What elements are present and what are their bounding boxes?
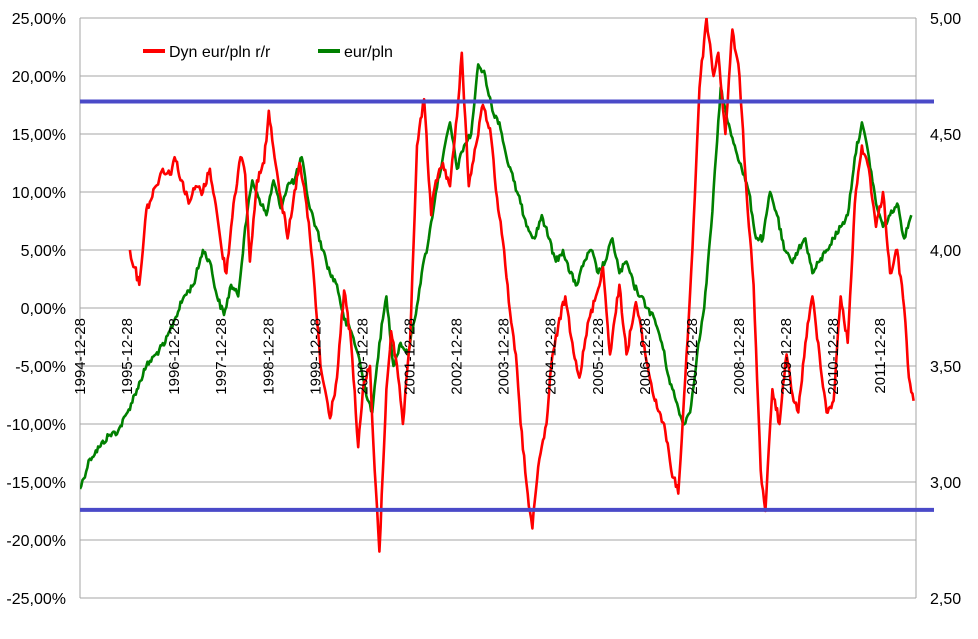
x-tick-label: 2003-12-28 <box>496 318 513 395</box>
right-tick-label: 3,50 <box>930 359 961 376</box>
left-tick-label: -5,00% <box>15 359 66 376</box>
right-tick-label: 2,50 <box>930 591 961 608</box>
axis-lines <box>79 18 917 598</box>
x-tick-label: 1996-12-28 <box>166 318 183 395</box>
x-tick-label: 2005-12-28 <box>590 318 607 395</box>
x-tick-label: 2002-12-28 <box>449 318 466 395</box>
x-tick-label: 2004-12-28 <box>543 318 560 395</box>
left-tick-label: 20,00% <box>12 69 66 86</box>
x-tick-label: 2001-12-28 <box>402 318 419 395</box>
left-tick-label: -15,00% <box>6 475 66 492</box>
right-tick-label: 3,00 <box>930 475 961 492</box>
x-tick-label: 2006-12-28 <box>637 318 654 395</box>
left-tick-label: -10,00% <box>6 417 66 434</box>
x-tick-label: 2010-12-28 <box>825 318 842 395</box>
x-tick-label: 1999-12-28 <box>307 318 324 395</box>
left-tick-label: 10,00% <box>12 185 66 202</box>
legend-item-dyn-eur-pln-label: Dyn eur/pln r/r <box>169 44 271 61</box>
left-tick-label: 0,00% <box>21 301 66 318</box>
left-axis-ticks: 25,00% 20,00% 15,00% 10,00% 5,00% 0,00% -5,00%… <box>6 11 66 608</box>
x-tick-label: 2009-12-28 <box>778 318 795 395</box>
x-tick-label: 2000-12-28 <box>354 318 371 395</box>
right-tick-label: 4,50 <box>930 127 961 144</box>
x-tick-label: 2008-12-28 <box>731 318 748 395</box>
right-axis-ticks: 5,00 4,50 4,00 3,50 3,00 2,50 <box>930 11 961 608</box>
x-tick-label: 1995-12-28 <box>119 318 136 395</box>
x-tick-label: 2011-12-28 <box>872 318 889 394</box>
left-tick-label: 15,00% <box>12 127 66 144</box>
x-tick-label: 1997-12-28 <box>213 318 230 395</box>
legend-item-eur-pln-label: eur/pln <box>344 44 393 61</box>
x-tick-label: 1998-12-28 <box>260 318 277 395</box>
series-lines <box>80 18 915 553</box>
right-tick-label: 5,00 <box>930 11 961 28</box>
left-tick-label: 25,00% <box>12 11 66 28</box>
left-tick-label: 5,00% <box>21 243 66 260</box>
x-axis-ticks: 1994-12-28 1995-12-28 1996-12-28 1997-12-28… <box>72 318 889 395</box>
legend: Dyn eur/pln r/r eur/pln <box>143 44 393 61</box>
right-tick-label: 4,00 <box>930 243 961 260</box>
x-tick-label: 2007-12-28 <box>684 318 701 395</box>
left-tick-label: -20,00% <box>6 533 66 550</box>
series-line-eur-pln <box>80 63 913 490</box>
x-tick-label: 1994-12-28 <box>72 318 89 395</box>
series-line-dyn-eur-pln <box>128 18 915 553</box>
reference-lines <box>80 99 934 512</box>
left-tick-label: -25,00% <box>6 591 66 608</box>
